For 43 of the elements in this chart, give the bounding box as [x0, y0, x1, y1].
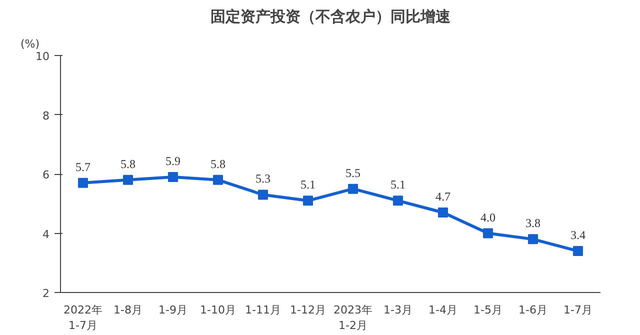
data-label: 4.7 [436, 190, 450, 204]
x-tick-label: 2022年 1-7月 [64, 304, 103, 332]
x-tick-label: 1-5月 [474, 304, 502, 316]
point [483, 228, 493, 238]
point [573, 246, 583, 256]
point [168, 172, 178, 182]
data-label: 5.9 [166, 154, 180, 168]
point [393, 196, 403, 206]
point [528, 234, 538, 244]
y-tick-label: 6 [42, 168, 50, 182]
data-label: 5.8 [210, 156, 226, 171]
x-tick-label: 1-8月 [114, 304, 142, 316]
y-tick-label: 2 [42, 287, 50, 300]
x-tick-label: 1-9月 [158, 304, 188, 316]
x-tick-label: 1-6月 [518, 304, 548, 316]
data-label: 5.1 [300, 178, 316, 192]
point [123, 174, 133, 185]
x-tick-label: 1-12月 [290, 304, 326, 316]
data-label: 5.1 [390, 178, 406, 192]
chart-title: 固定资产投资（不含农户）同比增速 [210, 8, 452, 26]
data-label: 5.3 [256, 172, 270, 186]
point [303, 196, 313, 206]
point [348, 184, 358, 194]
x-tick-label: 1-3月 [384, 304, 412, 316]
point [438, 208, 448, 218]
x-tick-label: 1-4月 [428, 304, 458, 316]
data-label: 5.8 [120, 156, 136, 171]
y-axis-title: (%) [20, 38, 40, 50]
data-label: 5.5 [346, 166, 360, 180]
point [78, 178, 88, 188]
data-label: 3.8 [526, 216, 540, 230]
point [258, 190, 268, 200]
point [213, 174, 223, 185]
x-tick-label: 1-11月 [245, 304, 281, 316]
data-label: 5.7 [76, 160, 90, 174]
x-tick-label: 1-10月 [200, 304, 236, 316]
data-label: 3.4 [570, 228, 586, 242]
data-label: 4.0 [480, 210, 496, 224]
y-tick-label: 8 [42, 109, 50, 122]
y-tick-label: 4 [42, 228, 50, 241]
x-tick-label: 1-7月 [564, 304, 592, 316]
y-tick-label: 10 [36, 50, 50, 63]
x-tick-label: 2023年 1-2月 [334, 304, 373, 332]
